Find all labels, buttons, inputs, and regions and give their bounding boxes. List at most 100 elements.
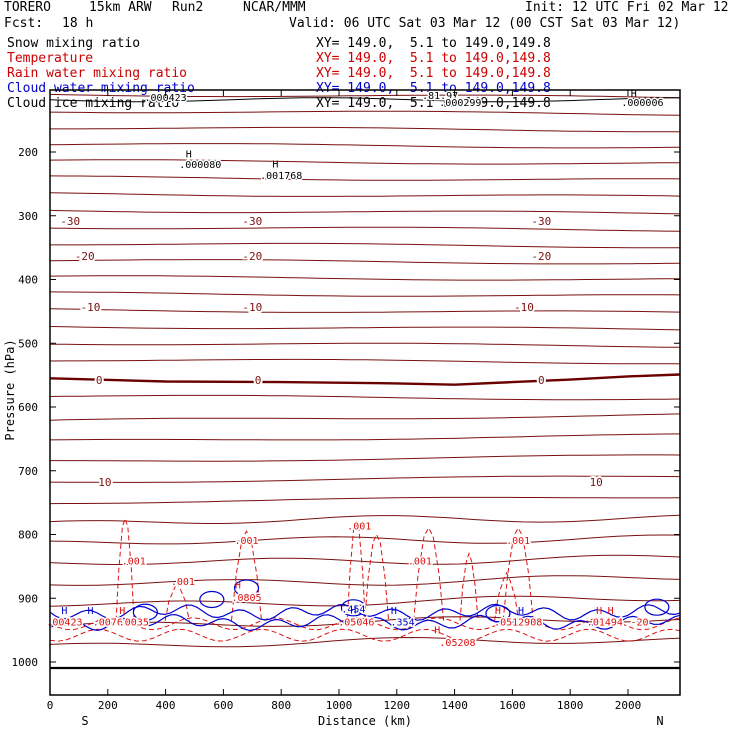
- isotherm-line: [49, 575, 681, 586]
- header-valid: Valid: 06 UTC Sat 03 Mar 12 (00 CST Sat …: [289, 16, 681, 31]
- rain-contour: [164, 581, 190, 621]
- isotherm-line: [49, 358, 681, 365]
- rain-contour: [494, 571, 520, 621]
- isotherm-line: [49, 93, 681, 99]
- field-xy-temperature: XY= 149.0, 5.1 to 149.0,149.8: [316, 51, 551, 66]
- x-axis-end-label: N: [656, 714, 663, 728]
- field-xy-rain: XY= 149.0, 5.1 to 149.0,149.8: [316, 66, 551, 81]
- cloud-water-contour: [644, 598, 670, 616]
- high-marker: H: [350, 606, 356, 617]
- rain-value-label: .001: [234, 536, 258, 547]
- x-axis-start-label: S: [81, 714, 88, 728]
- cloud-water-contour: [49, 614, 681, 632]
- field-xy-cloud-water: XY= 149.0, 5.1 to 149.0,149.8: [316, 81, 551, 96]
- rain-value-label: .001: [506, 536, 530, 547]
- plot-frame: [49, 89, 681, 696]
- field-xy-snow: XY= 149.0, 5.1 to 149.0,149.8: [316, 36, 551, 51]
- isotherm-line: [50, 242, 681, 249]
- x-tick-label: 1000: [326, 699, 353, 712]
- high-marker: H: [272, 159, 278, 170]
- x-tick-label: 1600: [499, 699, 526, 712]
- rain-value-label: .0512908: [494, 618, 542, 629]
- isotherm-label: -20: [531, 250, 551, 263]
- isotherm-line: [50, 454, 681, 462]
- isotherm-label: 0: [96, 374, 103, 387]
- contour-labels: -30 -30 -30 -20 -20 -20 -10 -10 -10 0 0 0 10 10 .001 .0…: [45, 89, 665, 650]
- x-tick-label: 200: [98, 699, 118, 712]
- y-tick-label: 600: [18, 401, 38, 414]
- field-name-temperature: Temperature: [7, 51, 94, 66]
- isotherm-line: [49, 226, 681, 232]
- rain-value-label: .001: [408, 556, 432, 567]
- rain-contour: [231, 530, 262, 621]
- y-axis-label: Pressure (hPa): [3, 339, 17, 440]
- high-marker: H: [87, 606, 93, 617]
- rain-value-label: .05046: [338, 618, 374, 629]
- isotherm-label: 0: [538, 374, 545, 387]
- isotherm-line: [49, 496, 681, 505]
- field-name-cloud-ice: Cloud ice mixing ratio: [7, 96, 180, 111]
- field-name-rain: Rain water mixing ratio: [7, 66, 188, 81]
- rain-value-label: -20: [631, 618, 649, 629]
- isotherm-line: [49, 308, 681, 313]
- x-tick-label: 2000: [615, 699, 642, 712]
- isotherm-label: -30: [242, 215, 262, 228]
- isotherm-label: -20: [75, 250, 95, 263]
- isotherm-label: -30: [531, 215, 551, 228]
- isotherm-line: [49, 534, 681, 545]
- isotherm-label: -10: [242, 301, 262, 314]
- isotherm-line: [49, 413, 681, 421]
- snow-value-label: .000299: [439, 98, 481, 109]
- isotherm-line: [49, 342, 681, 348]
- isotherm-line: [49, 275, 681, 281]
- isotherm-line: [49, 192, 681, 197]
- high-marker: H: [391, 606, 397, 617]
- y-tick-label: 500: [18, 337, 38, 350]
- isotherm-label: 10: [590, 476, 603, 489]
- high-marker: H: [186, 150, 192, 161]
- isotherm-label: -10: [81, 301, 101, 314]
- isotherm-label: -10: [514, 301, 534, 314]
- zero-isotherm-line: [49, 373, 681, 386]
- field-name-snow: Snow mixing ratio: [7, 36, 141, 51]
- rain-contours: [49, 517, 681, 642]
- snow-contours: [49, 97, 681, 103]
- high-marker: H: [119, 606, 125, 617]
- snow-value-label: .001768: [260, 171, 302, 182]
- cloud-water-value-label: .354: [391, 618, 415, 629]
- rain-contour: [115, 517, 135, 621]
- high-marker: H: [495, 606, 501, 617]
- high-marker: H: [235, 581, 241, 592]
- y-tick-label: 200: [18, 146, 38, 159]
- rain-value-label: .01494: [587, 618, 623, 629]
- header-model: TORERO: [4, 0, 51, 15]
- snow-value-label: .000006: [621, 98, 663, 109]
- x-tick-label: 0: [47, 699, 54, 712]
- cloud-water-contour: [485, 604, 511, 623]
- rain-contour: [364, 533, 390, 621]
- rain-value-label: .001: [171, 577, 195, 588]
- high-marker: H: [434, 625, 440, 636]
- isotherm-line: [49, 394, 681, 401]
- x-tick-label: 800: [271, 699, 291, 712]
- isotherm-label: -20: [242, 250, 262, 263]
- header-center: NCAR/MMM: [243, 0, 306, 15]
- rain-contour: [49, 628, 681, 642]
- rain-value-label: .0035: [119, 618, 149, 629]
- x-axis-label: Distance (km): [318, 714, 412, 728]
- snow-value-label: .000423: [145, 93, 187, 104]
- isotherm-line: [49, 636, 681, 648]
- y-tick-label: 300: [18, 210, 38, 223]
- x-tick-label: 400: [156, 699, 176, 712]
- cloud-water-contour: [340, 599, 367, 617]
- axes: 0 200 400 600 800 1000 1200 1400 1600 1800 2000200…: [3, 90, 680, 728]
- isotherm-line: [49, 326, 681, 331]
- rain-contour: [346, 520, 366, 621]
- y-tick-label: 400: [18, 274, 38, 287]
- header-init: Init: 12 UTC Fri 02 Mar 12: [525, 0, 729, 15]
- rain-value-label: .00423: [46, 618, 82, 629]
- y-tick-label: 900: [18, 592, 38, 605]
- isotherm-line: [49, 291, 681, 297]
- isotherm-line: [49, 475, 681, 483]
